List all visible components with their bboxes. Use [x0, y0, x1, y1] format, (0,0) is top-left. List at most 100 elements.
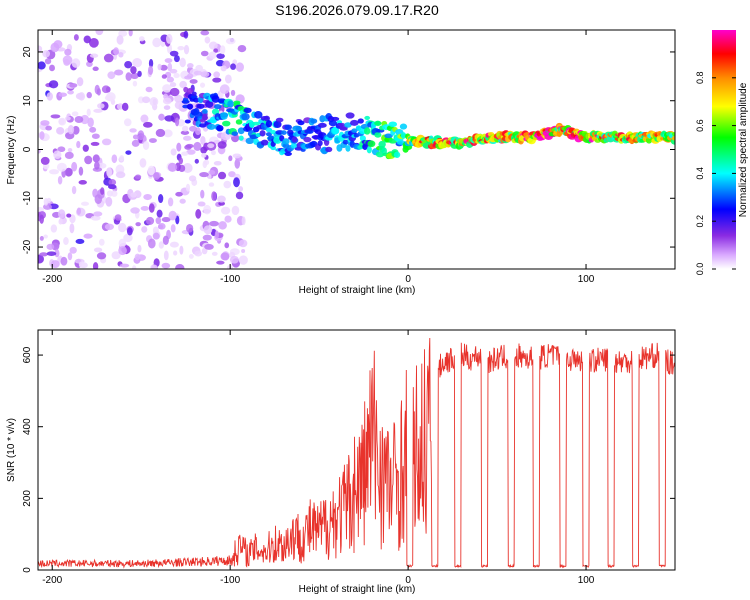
heatmap-cell [45, 125, 52, 131]
heatmap-cell [179, 57, 186, 68]
heatmap-cell [175, 264, 185, 269]
heatmap-cell [351, 128, 358, 133]
heatmap-cell [111, 154, 118, 164]
heatmap-cell [95, 30, 104, 36]
heatmap-cell [81, 201, 89, 206]
heatmap-cell [259, 130, 266, 137]
heatmap-cell [161, 74, 167, 79]
heatmap-cell [105, 196, 113, 207]
heatmap-cell [158, 113, 165, 121]
heatmap-cell [214, 104, 222, 110]
heatmap-cell [222, 120, 231, 127]
heatmap-cell [400, 132, 407, 139]
heatmap-cell [202, 108, 208, 115]
heatmap-cell [237, 127, 245, 135]
heatmap-cell [90, 141, 100, 146]
heatmap-cell [162, 235, 169, 245]
heatmap-cell [179, 80, 188, 89]
heatmap-cell [108, 179, 117, 186]
colorbar-gradient [712, 30, 736, 269]
heatmap-cell [212, 77, 222, 83]
heatmap-cell [224, 74, 232, 84]
heatmap-cell [203, 204, 212, 215]
heatmap-cell [116, 34, 124, 45]
y-tick-label: -10 [22, 191, 33, 206]
heatmap-cell [194, 158, 199, 164]
heatmap-cell [219, 45, 226, 55]
heatmap-cell [170, 224, 176, 233]
heatmap-cell [291, 136, 298, 143]
heatmap-cell [142, 140, 150, 150]
heatmap-cell [194, 250, 203, 257]
heatmap-cell [97, 103, 105, 109]
y-tick-label: 400 [22, 418, 33, 435]
heatmap-cell [53, 40, 63, 49]
heatmap-cell [39, 236, 44, 241]
heatmap-cell [40, 120, 50, 126]
heatmap-cell [219, 84, 230, 95]
heatmap-cell [204, 243, 214, 250]
heatmap-cell [96, 252, 107, 260]
heatmap-cell [118, 52, 124, 58]
heatmap-cell [196, 103, 205, 109]
heatmap-cell [119, 263, 130, 268]
heatmap-cell [328, 120, 338, 127]
heatmap-cell [121, 102, 129, 111]
heatmap-cell [211, 191, 217, 202]
heatmap-cell [63, 237, 69, 246]
heatmap-cell [378, 140, 386, 148]
heatmap-cell [303, 136, 312, 143]
heatmap-cell [143, 193, 152, 201]
heatmap-cell [76, 207, 82, 215]
heatmap-cell [114, 69, 124, 76]
spectrogram-x-label: Height of straight line (km) [299, 285, 416, 296]
heatmap-cell [78, 92, 86, 101]
heatmap-cell [189, 125, 198, 132]
heatmap-cell [106, 167, 113, 178]
heatmap-cell [119, 155, 125, 162]
heatmap-cell [153, 172, 160, 180]
heatmap-cell [49, 169, 60, 175]
heatmap-cell [245, 137, 254, 145]
heatmap-cell [142, 96, 151, 104]
heatmap-cell [69, 246, 77, 254]
heatmap-cell [174, 100, 185, 110]
heatmap-cell [58, 92, 68, 97]
heatmap-cell [208, 51, 217, 59]
heatmap-cell [374, 132, 382, 138]
heatmap-cell [57, 209, 66, 219]
heatmap-cell [106, 190, 113, 197]
heatmap-cell [183, 44, 190, 55]
heatmap-cell [394, 128, 404, 135]
colorbar-ticks: 0.0 0.2 0.4 0.6 0.8 [695, 72, 736, 275]
heatmap-cell [217, 141, 227, 149]
heatmap-cell [130, 192, 137, 198]
heatmap-cell [166, 76, 175, 83]
heatmap-cell [202, 234, 212, 241]
heatmap-cell [388, 121, 398, 128]
spectrogram-cells [38, 30, 675, 269]
heatmap-cell [128, 30, 133, 37]
heatmap-cell [671, 132, 675, 137]
heatmap-cell [284, 151, 292, 156]
heatmap-cell [118, 238, 127, 248]
heatmap-cell [403, 144, 413, 151]
snr-series-line [38, 337, 675, 569]
heatmap-cell [173, 55, 180, 63]
heatmap-cell [67, 90, 74, 95]
heatmap-cell [187, 63, 194, 69]
heatmap-cell [92, 262, 99, 269]
spectrogram-y-ticks: -20 -10 0 10 20 [22, 46, 675, 254]
colorbar-label: Normalized spectral amplitude [738, 82, 749, 217]
heatmap-cell [107, 71, 116, 80]
y-tick-label: 20 [22, 46, 33, 58]
heatmap-cell [63, 59, 71, 66]
heatmap-cell [169, 82, 177, 88]
heatmap-cell [139, 36, 145, 42]
heatmap-cell [163, 250, 169, 261]
heatmap-cell [237, 44, 247, 53]
heatmap-cell [58, 218, 63, 225]
heatmap-cell [200, 136, 206, 145]
heatmap-cell [42, 50, 51, 58]
